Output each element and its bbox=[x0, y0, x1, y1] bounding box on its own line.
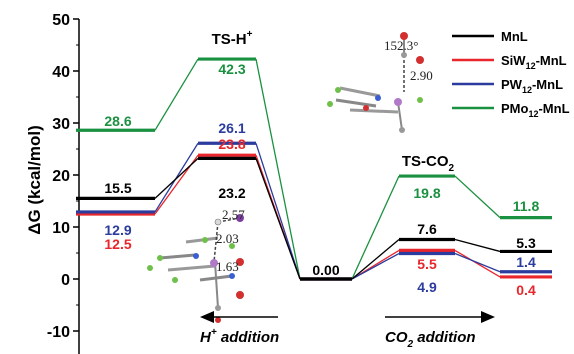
y-tick-label: 0 bbox=[61, 272, 70, 289]
legend-label: PW12-MnL bbox=[501, 77, 563, 95]
y-tick-label: 40 bbox=[52, 64, 70, 81]
value-label: 23.8 bbox=[218, 136, 245, 152]
y-tick-label: -10 bbox=[47, 324, 70, 341]
ts-co2-structure: 152.3° 2.90 bbox=[327, 32, 433, 133]
y-axis: -10 0 10 20 30 40 50 bbox=[47, 12, 80, 354]
value-labels: 15.5 23.2 0.00 7.6 5.3 12.5 23.8 5.5 0.4 12.9 26.1… bbox=[104, 61, 539, 298]
value-label: 19.8 bbox=[413, 185, 440, 201]
y-tick-label: 30 bbox=[52, 116, 70, 133]
value-label: 28.6 bbox=[104, 113, 131, 129]
value-label: 15.5 bbox=[104, 180, 131, 196]
value-label: 12.9 bbox=[104, 222, 131, 238]
y-tick-label: 10 bbox=[52, 220, 70, 237]
value-label: 5.5 bbox=[417, 256, 437, 272]
co2-addition-annotation: CO2 addition bbox=[385, 311, 495, 350]
ts-h-structure: 2.57 2.03 1.63 bbox=[147, 207, 245, 323]
level-connector bbox=[255, 158, 301, 280]
distance-label: 2.57 bbox=[222, 207, 245, 222]
value-label: 7.6 bbox=[417, 221, 437, 237]
level-connector bbox=[454, 249, 501, 278]
level-connector bbox=[154, 157, 199, 199]
distance-label: 2.90 bbox=[410, 68, 433, 83]
value-label: 12.5 bbox=[104, 236, 131, 252]
level-connector bbox=[454, 252, 501, 273]
co2-addition-label: CO2 addition bbox=[385, 329, 476, 350]
y-tick-label: 50 bbox=[52, 12, 70, 29]
value-label: 0.00 bbox=[312, 262, 339, 278]
level-connector bbox=[351, 175, 400, 280]
legend: MnL SiW12-MnL PW12-MnL PMo12-MnL bbox=[452, 29, 570, 119]
legend-label: PMo12-MnL bbox=[501, 101, 570, 119]
value-label: 42.3 bbox=[218, 61, 245, 77]
angle-label: 152.3° bbox=[384, 38, 418, 53]
y-axis-label: ΔG (kcal/mol) bbox=[25, 125, 44, 235]
level-connector bbox=[454, 238, 501, 253]
distance-label: 2.03 bbox=[216, 231, 239, 246]
y-tick-label: 20 bbox=[52, 168, 70, 185]
value-label: 23.2 bbox=[218, 185, 245, 201]
value-label: 0.4 bbox=[516, 282, 536, 298]
value-label: 1.4 bbox=[516, 254, 536, 270]
legend-label: SiW12-MnL bbox=[501, 53, 567, 71]
level-connector bbox=[154, 58, 199, 131]
value-label: 5.3 bbox=[516, 235, 536, 251]
ts-h-title: TS-H+ bbox=[212, 29, 253, 48]
distance-label: 1.63 bbox=[216, 259, 239, 274]
value-label: 11.8 bbox=[513, 198, 540, 214]
h-addition-annotation: H+ addition bbox=[200, 311, 279, 346]
energy-levels bbox=[76, 57, 552, 281]
value-label: 4.9 bbox=[417, 279, 437, 295]
level-connector bbox=[454, 175, 501, 219]
level-connector bbox=[255, 143, 301, 280]
h-addition-label: H+ addition bbox=[200, 327, 279, 346]
connectors bbox=[154, 58, 501, 280]
level-connector bbox=[255, 58, 301, 280]
ts-co2-title: TS-CO2 bbox=[402, 153, 455, 174]
legend-label: MnL bbox=[501, 29, 528, 44]
level-connector bbox=[351, 238, 400, 280]
level-connector bbox=[351, 252, 400, 280]
value-label: 26.1 bbox=[218, 120, 245, 136]
